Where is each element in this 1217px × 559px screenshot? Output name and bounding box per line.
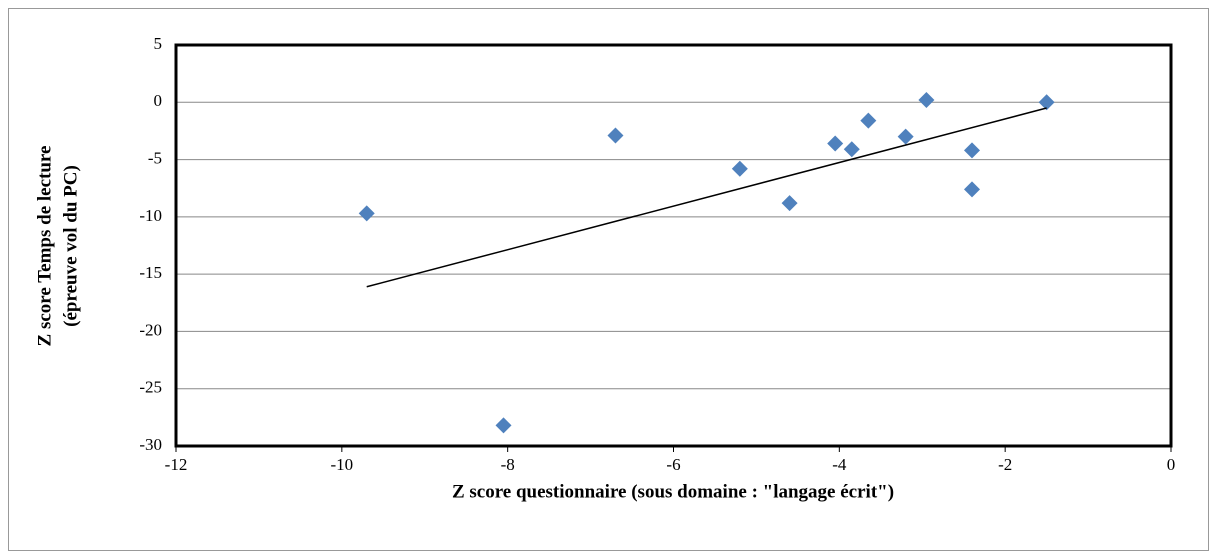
x-tick-label: -2 xyxy=(998,455,1012,474)
point xyxy=(495,417,512,434)
y-tick-label: -15 xyxy=(139,263,162,282)
x-tick-label: -6 xyxy=(666,455,680,474)
point xyxy=(964,142,980,159)
point xyxy=(781,195,798,212)
point xyxy=(731,160,748,177)
chart-border xyxy=(8,8,1209,551)
x-tick-label: -12 xyxy=(165,455,188,474)
point xyxy=(918,91,935,108)
y-tick-label: -10 xyxy=(139,206,162,225)
x-tick-label: 0 xyxy=(1167,455,1176,474)
y-tick-label: -25 xyxy=(139,378,162,397)
y-tick-label: -5 xyxy=(148,148,162,167)
y-tick-label: -30 xyxy=(139,435,162,454)
x-tick-label: -10 xyxy=(330,455,353,474)
y-axis-label: Z score Temps de lecture xyxy=(34,146,55,347)
x-tick-label: -8 xyxy=(501,455,515,474)
y-tick-label: 5 xyxy=(154,34,163,53)
point xyxy=(843,141,860,158)
point xyxy=(358,205,375,222)
point xyxy=(964,181,980,198)
y-tick-label: 0 xyxy=(154,91,163,110)
x-tick-label: -4 xyxy=(832,455,847,474)
point xyxy=(607,127,624,144)
point xyxy=(1038,94,1055,111)
trend-line xyxy=(366,107,1047,288)
point xyxy=(827,135,844,152)
point xyxy=(860,112,877,129)
plot-border xyxy=(174,43,1173,448)
x-axis-label: Z score questionnaire (sous domaine : "l… xyxy=(452,481,894,502)
y-tick-label: -20 xyxy=(139,320,162,339)
point xyxy=(897,128,914,145)
y-axis-label: (épreuve vol du PC) xyxy=(60,165,81,327)
